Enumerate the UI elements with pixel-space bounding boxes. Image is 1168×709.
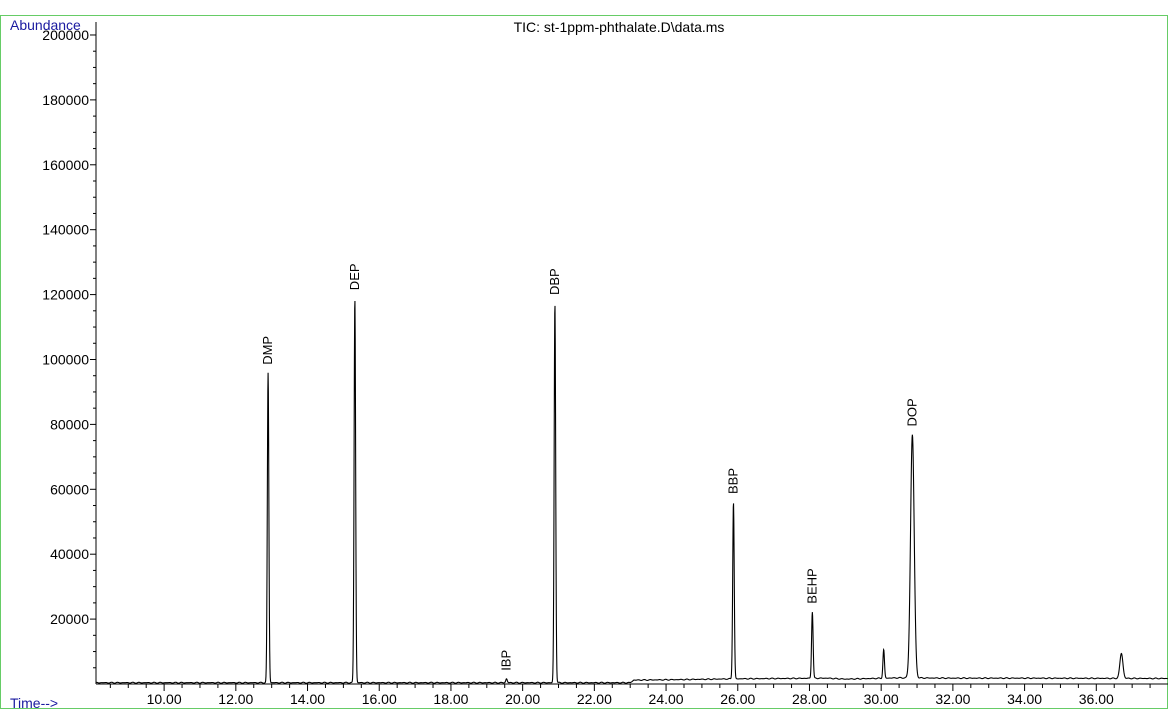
peak-label: IBP — [499, 650, 514, 671]
peak-labels: DMP DEP IBP DBP BBP BEHP DOP — [260, 263, 919, 670]
x-tick-label: 34.00 — [1007, 691, 1042, 707]
peak-label: BEHP — [804, 568, 819, 603]
x-tick-label: 10.00 — [147, 691, 182, 707]
x-tick-label: 24.00 — [649, 691, 684, 707]
x-tick-label: 20.00 — [505, 691, 540, 707]
y-tick-label: 20000 — [50, 611, 89, 627]
tic-trace — [95, 301, 1168, 684]
y-tick-label: 60000 — [50, 481, 89, 497]
x-tick-label: 26.00 — [720, 691, 755, 707]
peak-label: BBP — [726, 468, 741, 494]
x-axis-label: Time--> — [10, 695, 58, 709]
x-tick-label: 18.00 — [433, 691, 468, 707]
x-tick-label: 32.00 — [935, 691, 970, 707]
y-tick-label: 40000 — [50, 546, 89, 562]
peak-label: DBP — [547, 268, 562, 295]
x-tick-label: 12.00 — [218, 691, 253, 707]
peak-label: DMP — [260, 336, 275, 365]
x-tick-label: 22.00 — [577, 691, 612, 707]
y-tick-label: 160000 — [42, 157, 89, 173]
y-tick-label: 80000 — [50, 416, 89, 432]
x-tick-label: 36.00 — [1079, 691, 1114, 707]
y-axis-ticks: 20000 40000 60000 80000 100000 120000 140000 16… — [42, 27, 96, 669]
x-tick-label: 30.00 — [864, 691, 899, 707]
chart-title: TIC: st-1ppm-phthalate.D\data.ms — [514, 19, 725, 35]
peak-label: DOP — [904, 398, 919, 426]
chart-frame — [0, 15, 1168, 709]
peak-label: DEP — [347, 263, 362, 290]
y-tick-label: 200000 — [42, 27, 89, 43]
y-tick-label: 100000 — [42, 351, 89, 367]
x-tick-label: 14.00 — [290, 691, 325, 707]
y-tick-label: 140000 — [42, 222, 89, 238]
x-tick-label: 16.00 — [362, 691, 397, 707]
y-axis-label: Abundance — [10, 17, 81, 33]
x-tick-label: 28.00 — [792, 691, 827, 707]
y-tick-label: 120000 — [42, 287, 89, 303]
y-tick-label: 180000 — [42, 92, 89, 108]
x-axis-ticks: 10.00 12.00 14.00 16.00 18.00 20.00 22.00 24.00… — [109, 684, 1151, 707]
